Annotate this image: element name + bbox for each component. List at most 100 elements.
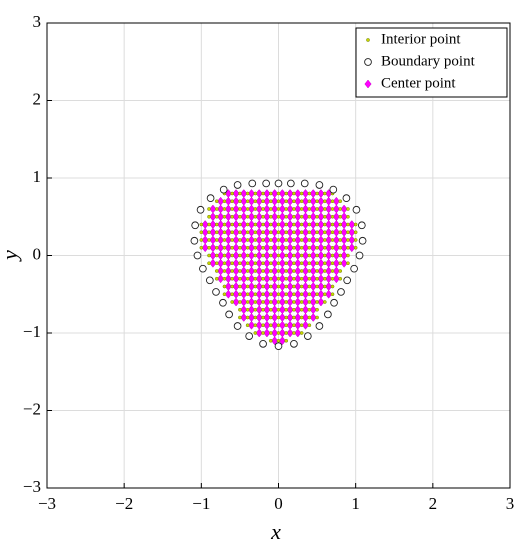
interior-point <box>346 245 350 250</box>
interior-point <box>253 199 258 204</box>
interior-point <box>330 230 335 235</box>
interior-point <box>276 253 281 258</box>
interior-point <box>307 307 312 312</box>
interior-point <box>276 323 281 328</box>
boundary-point <box>315 181 324 189</box>
interior-point <box>214 199 219 204</box>
interior-point <box>322 199 327 204</box>
y-tick-label: −2 <box>23 399 41 418</box>
interior-point <box>299 307 304 312</box>
x-tick-label: 0 <box>274 494 283 513</box>
boundary-point <box>196 205 205 214</box>
interior-point <box>261 331 265 335</box>
interior-point <box>230 245 234 250</box>
interior-point <box>307 276 312 281</box>
boundary-point <box>342 194 351 203</box>
interior-point <box>330 222 335 227</box>
interior-point <box>253 269 258 273</box>
interior-point <box>299 199 304 204</box>
interior-point <box>346 230 350 235</box>
legend-label: Boundary point <box>381 53 476 69</box>
interior-point <box>292 214 296 219</box>
interior-point <box>268 245 273 250</box>
interior-point <box>338 207 343 211</box>
interior-point <box>230 276 234 281</box>
interior-point <box>199 245 204 250</box>
interior-point <box>222 245 227 250</box>
interior-point <box>284 284 289 289</box>
interior-point <box>292 315 296 320</box>
interior-point <box>322 230 327 235</box>
interior-point <box>330 207 335 211</box>
center-point <box>309 313 317 322</box>
x-tick-label: −3 <box>38 494 56 513</box>
interior-point <box>222 238 227 242</box>
interior-point <box>299 191 304 196</box>
interior-point <box>230 207 234 211</box>
interior-point <box>292 191 296 196</box>
interior-point <box>253 307 258 312</box>
interior-point <box>222 269 227 273</box>
boundary-point <box>205 276 214 285</box>
boundary-point <box>248 179 257 188</box>
interior-point <box>299 323 304 328</box>
interior-point <box>261 315 265 320</box>
interior-point <box>284 230 289 235</box>
interior-point <box>230 222 234 227</box>
interior-point <box>284 214 289 219</box>
interior-point <box>245 292 250 297</box>
interior-point <box>299 214 304 219</box>
interior-point <box>307 253 312 258</box>
interior-point <box>299 300 304 304</box>
interior-point <box>214 245 219 250</box>
interior-point <box>299 245 304 250</box>
interior-point <box>214 230 219 235</box>
boundary-point <box>337 288 345 296</box>
interior-point <box>346 214 350 219</box>
interior-point <box>346 222 350 227</box>
interior-point <box>261 284 265 289</box>
interior-point <box>261 238 265 242</box>
interior-point <box>261 245 265 250</box>
interior-point <box>322 276 327 281</box>
interior-point <box>292 292 296 297</box>
interior-point <box>268 253 273 258</box>
interior-point <box>253 238 258 242</box>
interior-point <box>292 331 296 335</box>
boundary-point <box>355 251 364 260</box>
center-point <box>201 243 209 253</box>
interior-point <box>245 284 250 289</box>
interior-point <box>330 284 335 289</box>
interior-point <box>245 269 250 273</box>
interior-point <box>230 292 234 297</box>
interior-point <box>338 199 343 204</box>
interior-point <box>238 230 242 235</box>
interior-point <box>276 261 281 266</box>
interior-point <box>207 214 211 219</box>
interior-point <box>322 207 327 211</box>
interior-point <box>284 315 289 320</box>
y-tick-label: 0 <box>33 244 42 263</box>
interior-point <box>307 269 312 273</box>
interior-point <box>299 253 304 258</box>
interior-point <box>268 307 273 312</box>
interior-point <box>199 230 204 235</box>
boundary-point <box>274 179 283 188</box>
interior-point <box>238 315 242 320</box>
interior-point <box>315 214 319 219</box>
interior-point <box>322 245 327 250</box>
interior-point <box>230 284 234 289</box>
interior-point <box>299 261 304 266</box>
interior-point <box>261 261 265 266</box>
interior-point <box>322 222 327 227</box>
interior-point <box>284 191 289 196</box>
interior-point <box>222 230 227 235</box>
interior-point <box>292 230 296 235</box>
interior-point <box>230 269 234 273</box>
center-point <box>271 336 279 346</box>
interior-point <box>330 214 335 219</box>
boundary-point <box>193 251 202 260</box>
interior-point <box>238 276 242 281</box>
interior-point <box>292 269 296 273</box>
interior-point <box>261 214 265 219</box>
